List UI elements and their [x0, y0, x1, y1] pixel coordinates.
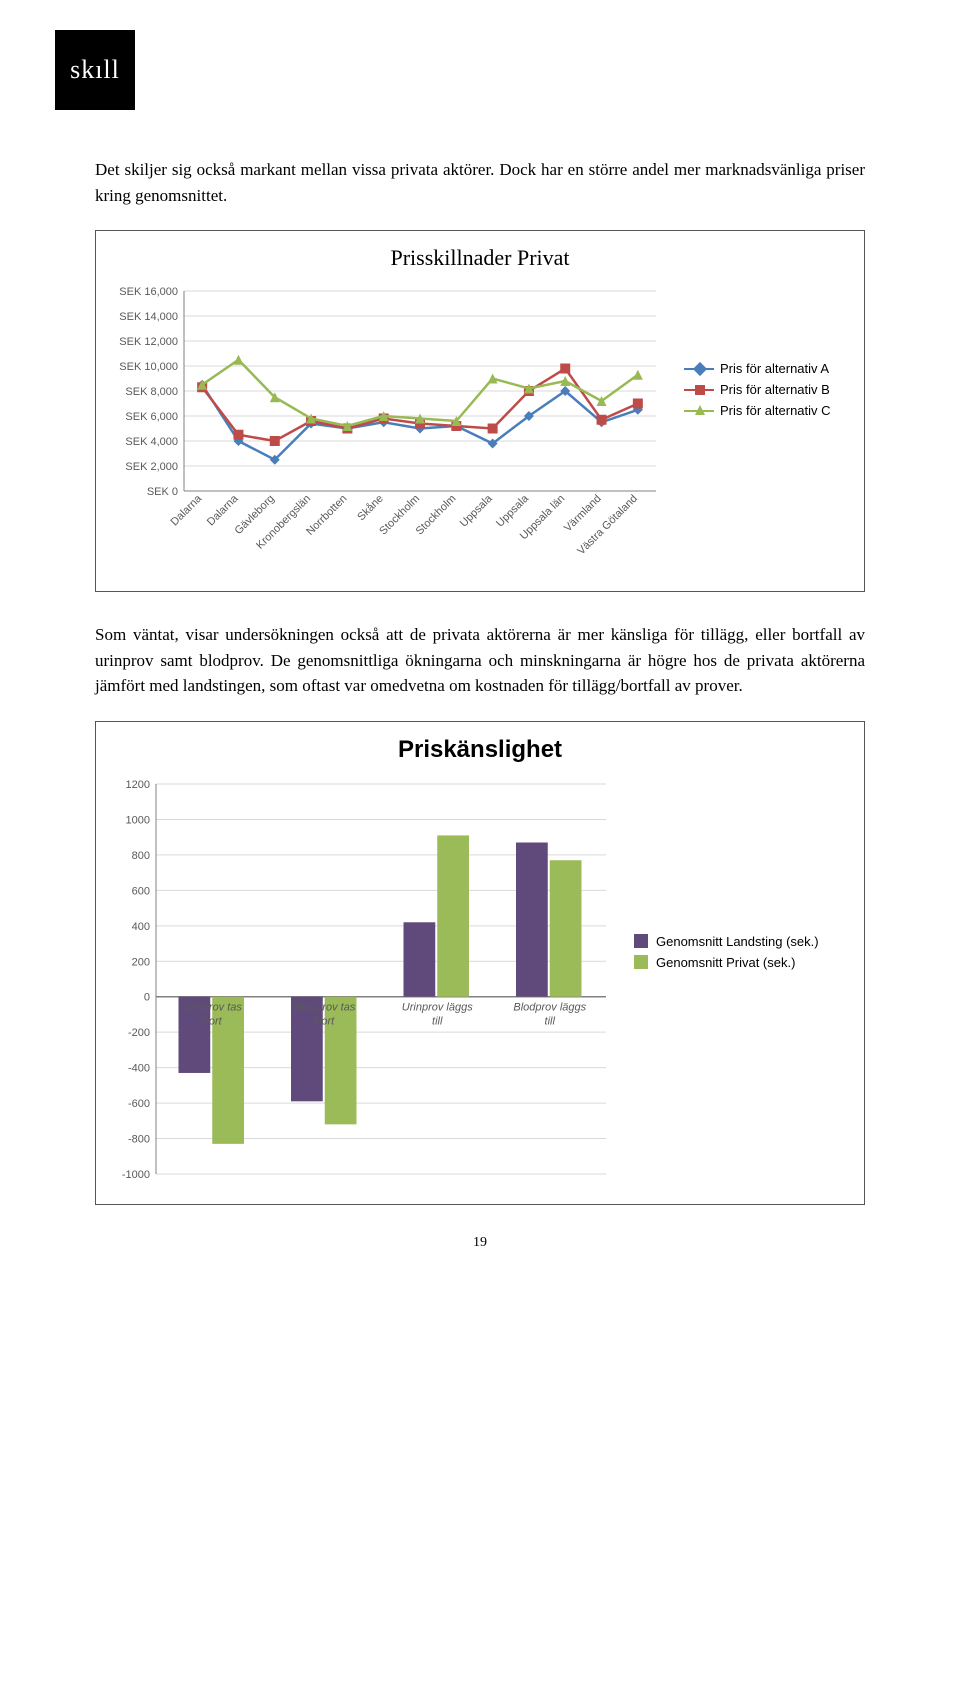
svg-text:SEK 10,000: SEK 10,000: [119, 361, 178, 373]
svg-text:400: 400: [132, 920, 150, 932]
svg-text:SEK 12,000: SEK 12,000: [119, 336, 178, 348]
paragraph-2: Som väntat, visar undersökningen också a…: [95, 622, 865, 699]
svg-text:SEK 14,000: SEK 14,000: [119, 311, 178, 323]
svg-text:bort: bort: [315, 1015, 335, 1027]
svg-text:-800: -800: [128, 1133, 150, 1145]
legend-label: Pris för alternativ B: [720, 382, 830, 397]
legend-item: Genomsnitt Landsting (sek.): [634, 934, 854, 949]
legend-item: Genomsnitt Privat (sek.): [634, 955, 854, 970]
svg-text:-1000: -1000: [122, 1169, 150, 1181]
svg-text:SEK 4,000: SEK 4,000: [125, 436, 178, 448]
legend-item: Pris för alternativ A: [684, 361, 854, 376]
chart1-legend: Pris för alternativ A Pris för alternativ…: [684, 281, 854, 581]
page-body: Det skiljer sig också markant mellan vis…: [0, 0, 960, 1291]
chart2-plot: -1000 -800 -600 -400 -200 0 200 400 600 800 1000 12…: [106, 774, 634, 1194]
svg-text:600: 600: [132, 885, 150, 897]
legend-label: Genomsnitt Landsting (sek.): [656, 934, 819, 949]
paragraph-1: Det skiljer sig också markant mellan vis…: [95, 157, 865, 208]
brand-logo-text: skıll: [70, 55, 120, 85]
chart2-legend: Genomsnitt Landsting (sek.) Genomsnitt Pr…: [634, 774, 854, 1194]
svg-text:1000: 1000: [126, 814, 150, 826]
svg-text:Urinprov tas: Urinprov tas: [183, 1001, 243, 1013]
svg-text:0: 0: [144, 991, 150, 1003]
svg-text:SEK 6,000: SEK 6,000: [125, 411, 178, 423]
svg-text:SEK 0: SEK 0: [147, 486, 178, 498]
chart1-title: Prisskillnader Privat: [106, 245, 854, 271]
legend-label: Pris för alternativ A: [720, 361, 829, 376]
legend-item: Pris för alternativ C: [684, 403, 854, 418]
chart-priskanslighet: Priskänslighet -1000 -800 -600 -400 -200 0 200…: [95, 721, 865, 1205]
svg-text:SEK 2,000: SEK 2,000: [125, 461, 178, 473]
svg-text:till: till: [432, 1015, 443, 1027]
svg-text:-400: -400: [128, 1062, 150, 1074]
legend-label: Genomsnitt Privat (sek.): [656, 955, 795, 970]
svg-text:SEK 16,000: SEK 16,000: [119, 286, 178, 298]
svg-text:Skåne: Skåne: [355, 493, 386, 524]
chart-prisskillnader: Prisskillnader Privat SEK 0SEK 2,000SEK …: [95, 230, 865, 592]
svg-text:Blodprov tas: Blodprov tas: [294, 1001, 356, 1013]
svg-text:till: till: [545, 1015, 556, 1027]
legend-label: Pris för alternativ C: [720, 403, 831, 418]
svg-text:-200: -200: [128, 1027, 150, 1039]
chart1-plot: SEK 0 SEK 2,000 SEK 4,000 SEK 6,000 SEK 8,00…: [106, 281, 684, 581]
svg-text:Dalarna: Dalarna: [205, 492, 241, 528]
svg-text:Urinprov läggs: Urinprov läggs: [402, 1001, 473, 1013]
brand-logo: skıll: [55, 30, 135, 110]
svg-text:800: 800: [132, 849, 150, 861]
svg-text:SEK 8,000: SEK 8,000: [125, 386, 178, 398]
svg-text:1200: 1200: [126, 779, 150, 791]
svg-text:Uppsala: Uppsala: [458, 492, 496, 530]
legend-item: Pris för alternativ B: [684, 382, 854, 397]
svg-text:200: 200: [132, 956, 150, 968]
svg-text:Blodprov läggs: Blodprov läggs: [513, 1001, 586, 1013]
svg-text:bort: bort: [203, 1015, 223, 1027]
svg-text:Uppsala: Uppsala: [494, 492, 532, 530]
page-number: 19: [95, 1235, 865, 1251]
svg-text:-600: -600: [128, 1098, 150, 1110]
chart2-title: Priskänslighet: [106, 736, 854, 764]
